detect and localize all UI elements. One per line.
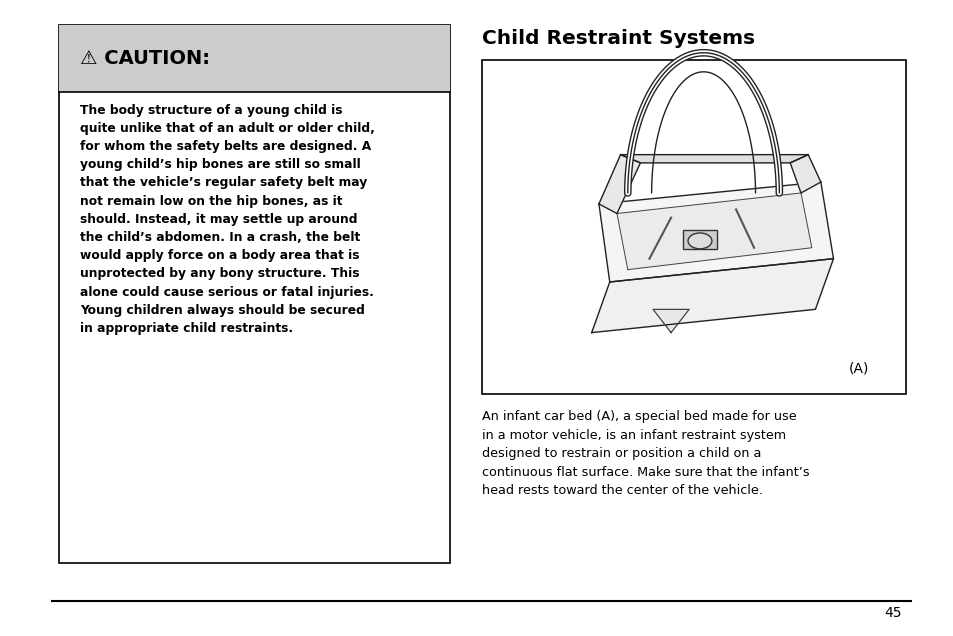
Text: (A): (A) (848, 361, 868, 375)
Ellipse shape (687, 233, 711, 249)
Text: An infant car bed (A), a special bed made for use
in a motor vehicle, is an infa: An infant car bed (A), a special bed mad… (481, 410, 808, 497)
Polygon shape (598, 182, 833, 282)
Text: ⚠ CAUTION:: ⚠ CAUTION: (80, 50, 210, 68)
Polygon shape (617, 193, 811, 270)
Bar (59, 25, 450, 92)
Text: 45: 45 (883, 606, 901, 620)
Polygon shape (789, 155, 820, 193)
Bar (481, 60, 905, 394)
Polygon shape (620, 155, 807, 163)
Polygon shape (591, 259, 833, 333)
Polygon shape (598, 155, 639, 214)
Text: Child Restraint Systems: Child Restraint Systems (481, 29, 754, 48)
Bar (59, 25, 450, 563)
Text: The body structure of a young child is
quite unlike that of an adult or older ch: The body structure of a young child is q… (80, 104, 375, 335)
Bar (682, 230, 717, 249)
Polygon shape (653, 309, 688, 333)
